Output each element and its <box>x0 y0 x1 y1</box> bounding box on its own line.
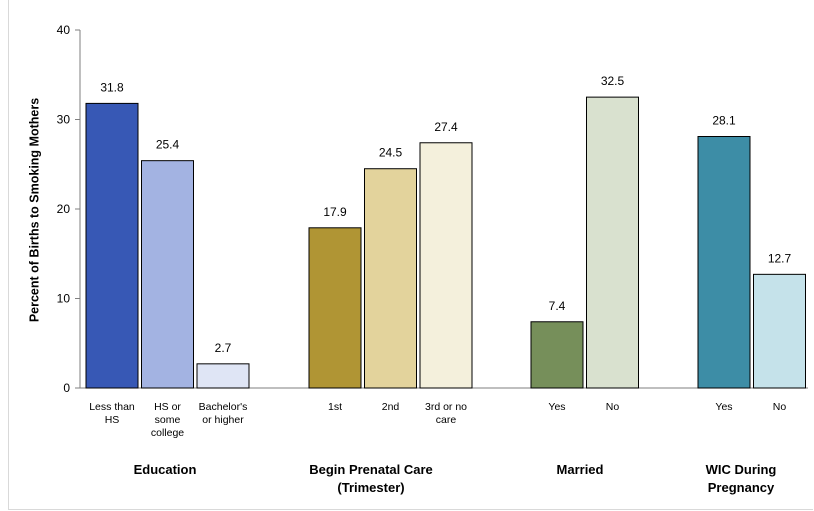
group-label: (Trimester) <box>337 480 404 495</box>
category-label: Less than <box>89 401 135 413</box>
bar <box>308 227 362 389</box>
data-label: 2.7 <box>215 341 232 355</box>
category-label: college <box>151 427 184 439</box>
category-label: care <box>436 414 457 426</box>
y-tick-label: 30 <box>57 113 71 127</box>
data-label: 24.5 <box>379 146 403 160</box>
y-tick-label: 0 <box>63 381 70 395</box>
data-label: 28.1 <box>712 114 736 128</box>
category-label: HS or <box>154 401 181 413</box>
bars <box>85 96 806 389</box>
data-label: 27.4 <box>434 120 458 134</box>
data-label: 17.9 <box>323 205 347 219</box>
data-label: 25.4 <box>156 138 180 152</box>
bar <box>141 160 194 389</box>
bar <box>419 142 473 389</box>
group-label: Begin Prenatal Care <box>309 462 433 477</box>
category-label: Bachelor's <box>199 401 248 413</box>
y-tick-label: 10 <box>57 292 71 306</box>
group-label: WIC During <box>706 462 777 477</box>
bar <box>85 102 139 389</box>
group-label: Education <box>134 462 197 477</box>
bar <box>530 321 584 389</box>
category-label: HS <box>105 414 120 426</box>
bar <box>697 136 751 389</box>
data-label: 12.7 <box>768 251 792 265</box>
category-label: No <box>773 401 787 413</box>
data-label: 32.5 <box>601 74 625 88</box>
bar <box>586 96 639 389</box>
category-label: 1st <box>328 401 342 413</box>
group-label: Married <box>557 462 604 477</box>
data-label: 7.4 <box>549 299 566 313</box>
bar <box>196 363 250 389</box>
category-label: Yes <box>715 401 732 413</box>
data-label: 31.8 <box>100 80 124 94</box>
category-label: No <box>606 401 620 413</box>
group-label: Pregnancy <box>708 480 775 495</box>
category-label: 3rd or no <box>425 401 467 413</box>
y-tick-label: 20 <box>57 202 71 216</box>
y-tick-label: 40 <box>57 23 71 37</box>
category-label: 2nd <box>382 401 400 413</box>
bar <box>753 273 806 389</box>
category-label: or higher <box>202 414 244 426</box>
category-label: some <box>155 414 181 426</box>
chart-frame <box>8 0 813 510</box>
bar <box>364 168 417 389</box>
y-axis-label: Percent of Births to Smoking Mothers <box>27 98 41 322</box>
category-label: Yes <box>548 401 565 413</box>
